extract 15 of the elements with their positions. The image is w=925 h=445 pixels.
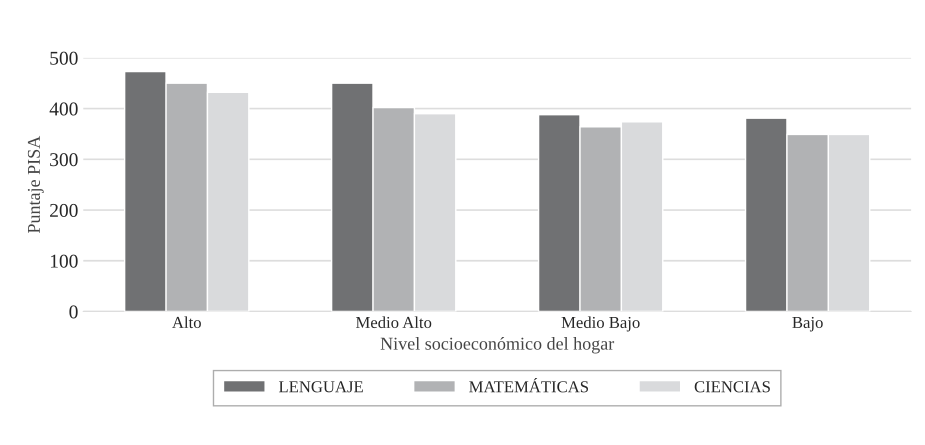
x-tick-label: Medio Alto — [356, 316, 432, 328]
x-tick-label: Bajo — [792, 316, 823, 332]
legend-label: MATEMÁTICAS — [469, 378, 588, 392]
legend-label: CIENCIAS — [694, 381, 770, 392]
y-axis-title: Puntaje PISA — [28, 136, 44, 234]
y-tick-label: 500 — [50, 52, 78, 65]
y-tick-label: 200 — [50, 204, 78, 217]
x-tick-label: Alto — [172, 316, 201, 328]
x-axis-title: Nivel socioeconómico del hogar — [380, 337, 614, 354]
x-tick-label: Medio Bajo — [562, 316, 640, 332]
y-tick-label: 0 — [69, 305, 78, 318]
y-tick-label: 100 — [50, 254, 78, 268]
y-tick-label: 400 — [50, 102, 78, 116]
y-tick-label: 300 — [50, 153, 78, 166]
legend-label: LENGUAJE — [278, 381, 363, 392]
